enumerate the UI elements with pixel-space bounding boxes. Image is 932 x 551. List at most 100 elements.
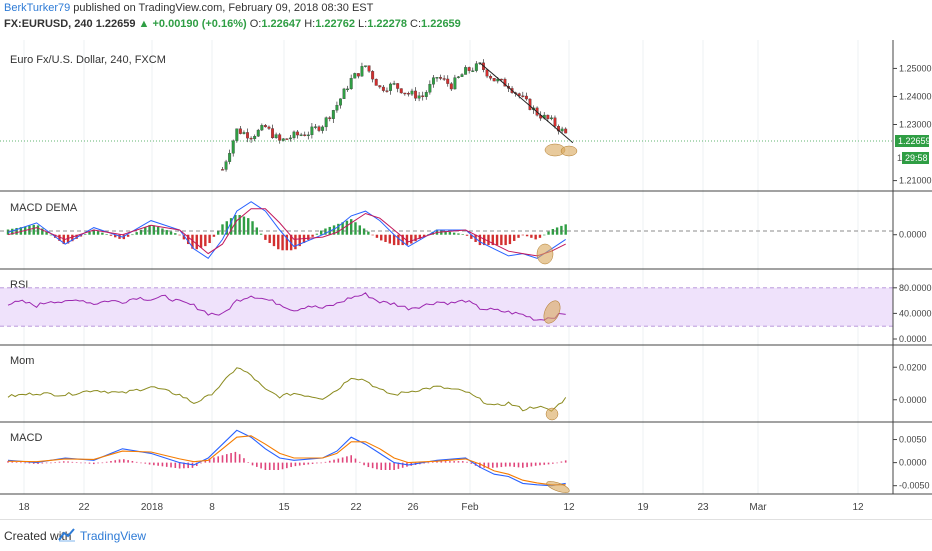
last-price-tag [895, 135, 929, 147]
histogram-bar [324, 461, 327, 463]
price-pane-title: Euro Fx/U.S. Dollar, 240, FXCM [10, 54, 166, 66]
candle-body [456, 76, 460, 78]
candle-body [521, 95, 525, 97]
histogram-bar [337, 223, 340, 235]
histogram-bar [105, 461, 108, 463]
histogram-bar [178, 462, 181, 469]
price-trendline[interactable] [479, 62, 574, 144]
histogram-bar [62, 234, 65, 245]
histogram-bar [24, 462, 26, 464]
histogram-bar [114, 234, 117, 238]
candle-body [360, 66, 364, 77]
histogram-bar [422, 234, 426, 237]
candle-body [453, 77, 457, 90]
histogram-bar [199, 234, 203, 248]
tradingview-logo-icon [58, 528, 75, 542]
high-value: 1.22762 [315, 18, 355, 30]
histogram-bar [521, 234, 524, 236]
price-scale[interactable]: 1.25000 1.24000 1.23000 1.21000 0.0000 80.000… [893, 63, 932, 491]
low-label: L: [358, 18, 368, 30]
histogram-bar [191, 462, 194, 468]
histogram-bar [397, 234, 400, 246]
candle-body [485, 69, 489, 77]
author-link[interactable]: BerkTurker79 [4, 2, 71, 14]
histogram-bar [41, 228, 44, 235]
candle-body [414, 90, 417, 99]
histogram-bar [221, 224, 224, 235]
histogram-bar [332, 225, 336, 235]
price-tick-label: 40.0000 [899, 308, 932, 318]
symbol-info: FX:EURUSD, 240 1.22659 ▲ +0.00190 (+0.16… [4, 18, 461, 30]
histogram-bar [354, 458, 357, 463]
histogram-bar [504, 462, 507, 467]
histogram-bar [135, 232, 138, 235]
histogram-bar [71, 234, 74, 242]
candle-body [564, 128, 568, 134]
histogram-bar [281, 462, 284, 470]
histogram-bar [268, 462, 271, 470]
price-candles [221, 59, 568, 172]
time-tick-label: 19 [637, 502, 649, 513]
mom-line [7, 367, 567, 412]
histogram-bar [140, 462, 142, 464]
histogram-bar [54, 462, 56, 463]
histogram-bar [427, 462, 430, 464]
histogram-bar [410, 234, 413, 244]
chart-area[interactable]: Euro Fx/U.S. Dollar, 240, FXCM MACD DEMA… [0, 40, 932, 519]
candle-body [517, 93, 521, 96]
histogram-bar [204, 234, 207, 247]
histogram-bar [273, 462, 275, 470]
histogram-bar [496, 462, 498, 468]
histogram-bar [32, 224, 35, 235]
histogram-bar [333, 459, 335, 463]
histogram-bar [66, 234, 70, 244]
histogram-bar [131, 234, 134, 236]
histogram-bar [363, 462, 365, 466]
candle-body [549, 117, 553, 120]
candle-body [353, 73, 357, 79]
histogram-bar [195, 462, 198, 467]
price-tick-label: 0.0000 [899, 334, 927, 344]
histogram-bar [161, 462, 164, 467]
grid [23, 40, 859, 494]
histogram-bar [32, 462, 35, 464]
histogram-bar [526, 462, 528, 468]
candle-body [224, 161, 228, 170]
histogram-bar [350, 219, 353, 235]
histogram-bar [58, 234, 61, 241]
histogram-bar [367, 231, 370, 235]
time-axis[interactable]: 18 22 2018 8 15 22 26 Feb 12 19 23 Mar 12 [18, 502, 864, 513]
histogram-bar [247, 462, 250, 463]
histogram-bar [303, 462, 305, 466]
histogram-bar [543, 234, 546, 236]
histogram-bar [560, 225, 563, 235]
time-tick-label: 23 [697, 502, 709, 513]
candle-body [389, 83, 392, 91]
histogram-bar [238, 215, 241, 235]
histogram-bar [418, 234, 422, 239]
histogram-bar [448, 231, 452, 235]
candle-body [378, 85, 382, 88]
histogram-bar [346, 456, 348, 463]
histogram-bar [380, 462, 383, 470]
histogram-bar [251, 462, 254, 466]
histogram-bar [483, 462, 485, 468]
candle-body [303, 134, 307, 136]
candle-body [489, 75, 493, 79]
histogram-bar [449, 461, 451, 463]
histogram-bar [290, 462, 292, 468]
candle-body [371, 71, 375, 80]
histogram-bar [362, 228, 366, 235]
histogram-bar [221, 455, 224, 463]
histogram-bar [457, 461, 460, 463]
candle-body [431, 77, 435, 85]
candle-body [249, 137, 253, 140]
histogram-bar [195, 234, 198, 250]
candle-body [238, 128, 242, 134]
price-tick-label: 0.0200 [899, 362, 927, 372]
tradingview-link[interactable]: TradingView [80, 529, 147, 543]
histogram-bar [534, 462, 537, 466]
histogram-bar [62, 461, 65, 463]
candle-body [356, 73, 360, 77]
candle-body [228, 153, 232, 162]
